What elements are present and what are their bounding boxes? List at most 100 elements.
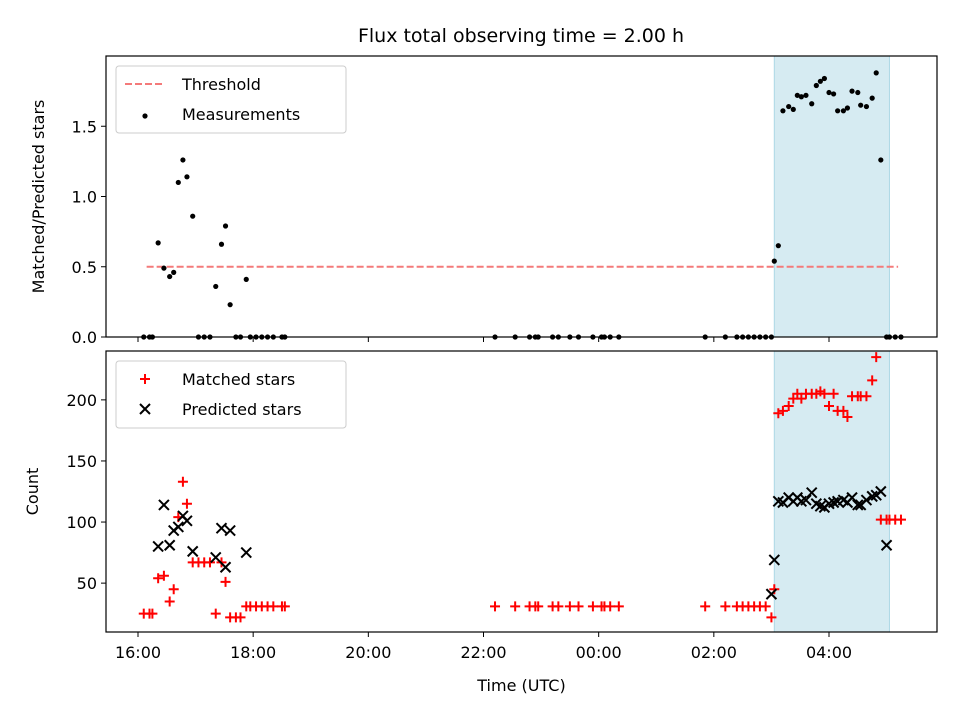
data-point bbox=[153, 573, 164, 584]
x-tick-label: 02:00 bbox=[691, 643, 737, 662]
data-point bbox=[161, 265, 167, 271]
legend: Matched stars Predicted stars bbox=[115, 360, 347, 429]
data-point bbox=[861, 391, 872, 402]
legend-label: Threshold bbox=[181, 75, 261, 94]
data-point bbox=[163, 539, 176, 551]
data-point bbox=[240, 546, 252, 559]
highlight-span bbox=[773, 55, 890, 338]
data-point bbox=[235, 612, 246, 623]
data-point bbox=[222, 223, 229, 229]
y-tick-label: 200 bbox=[66, 391, 97, 410]
y-axis-label: Count bbox=[23, 468, 42, 516]
data-point bbox=[863, 103, 870, 110]
data-point bbox=[213, 283, 219, 290]
legend-handle-measurements bbox=[142, 113, 148, 119]
axes-frame bbox=[105, 350, 938, 633]
y-tick-label: 0.0 bbox=[72, 328, 97, 347]
data-point bbox=[158, 570, 169, 581]
data-point bbox=[786, 103, 792, 110]
legend-label: Predicted stars bbox=[182, 400, 302, 419]
data-point bbox=[794, 92, 800, 98]
data-point bbox=[184, 174, 190, 180]
data-point bbox=[880, 539, 893, 551]
data-point bbox=[268, 601, 279, 612]
data-point bbox=[181, 498, 192, 509]
data-point bbox=[813, 82, 819, 89]
data-point bbox=[775, 243, 781, 249]
x-tick-label: 00:00 bbox=[576, 643, 622, 662]
data-point bbox=[866, 490, 878, 503]
data-point bbox=[867, 375, 878, 386]
data-point bbox=[809, 101, 815, 107]
data-point bbox=[224, 524, 236, 537]
data-point bbox=[878, 157, 884, 163]
data-point bbox=[190, 213, 196, 219]
series-predicted-stars bbox=[152, 485, 893, 600]
data-point bbox=[796, 393, 807, 404]
data-point bbox=[215, 522, 228, 534]
x-tick-label: 18:00 bbox=[230, 643, 276, 662]
y-tick-label: 100 bbox=[66, 513, 97, 532]
y-tick-label: 150 bbox=[66, 452, 97, 471]
data-point bbox=[855, 89, 861, 96]
data-point bbox=[875, 485, 887, 498]
data-point bbox=[760, 601, 771, 612]
data-point bbox=[835, 108, 841, 114]
chart-title: Flux total observing time = 2.00 h bbox=[358, 25, 684, 47]
y-axis-label: Matched/Predicted stars bbox=[29, 100, 48, 294]
y-tick-label: 1.0 bbox=[72, 188, 97, 207]
data-point bbox=[152, 540, 164, 553]
data-point bbox=[204, 557, 215, 568]
y-tick-label: 50 bbox=[77, 574, 97, 593]
data-point bbox=[852, 499, 864, 511]
data-point bbox=[564, 601, 575, 612]
series-matched-stars bbox=[138, 352, 906, 623]
data-point bbox=[177, 476, 188, 487]
data-point bbox=[858, 102, 864, 108]
data-point bbox=[164, 596, 175, 607]
data-point bbox=[783, 400, 794, 411]
data-point bbox=[817, 78, 823, 84]
data-point bbox=[828, 388, 839, 399]
bottom-panel: 50 100 150 200 16:00 18:00 20:00 22:00 00:00 02:0… bbox=[23, 350, 938, 695]
data-point bbox=[720, 601, 731, 612]
data-point bbox=[780, 108, 786, 114]
data-point bbox=[821, 75, 827, 82]
data-point bbox=[605, 601, 616, 612]
top-panel: 0.0 0.5 1.0 1.5 Matched/Predicted stars Thres… bbox=[29, 55, 938, 347]
data-point bbox=[824, 400, 834, 411]
data-point bbox=[790, 106, 796, 112]
data-point bbox=[800, 494, 812, 506]
x-tick-label: 16:00 bbox=[115, 643, 161, 662]
data-point bbox=[573, 601, 584, 612]
x-axis-label: Time (UTC) bbox=[476, 676, 565, 695]
data-point bbox=[849, 88, 855, 94]
data-point bbox=[844, 105, 851, 111]
data-point bbox=[842, 411, 853, 422]
data-point bbox=[768, 554, 781, 566]
data-point bbox=[803, 92, 809, 98]
data-point bbox=[243, 276, 249, 282]
data-point bbox=[826, 89, 832, 96]
data-point bbox=[819, 388, 830, 399]
data-point bbox=[871, 352, 882, 363]
legend-handle-predicted bbox=[139, 403, 151, 415]
data-point bbox=[860, 494, 873, 506]
legend: Threshold Measurements bbox=[115, 65, 347, 134]
data-point bbox=[180, 157, 186, 163]
legend-label: Measurements bbox=[182, 105, 300, 124]
data-point bbox=[147, 608, 158, 619]
data-point bbox=[553, 601, 564, 612]
data-point bbox=[218, 241, 225, 247]
legend-label: Matched stars bbox=[182, 370, 295, 389]
y-tick-label: 0.5 bbox=[72, 258, 97, 277]
data-point bbox=[766, 612, 777, 623]
x-tick-label: 04:00 bbox=[806, 643, 852, 662]
data-point bbox=[181, 515, 193, 527]
data-point bbox=[171, 269, 177, 275]
data-point bbox=[510, 601, 521, 612]
data-point bbox=[227, 302, 233, 308]
legend-box bbox=[115, 360, 347, 429]
data-point bbox=[798, 94, 804, 100]
data-point bbox=[490, 601, 501, 612]
